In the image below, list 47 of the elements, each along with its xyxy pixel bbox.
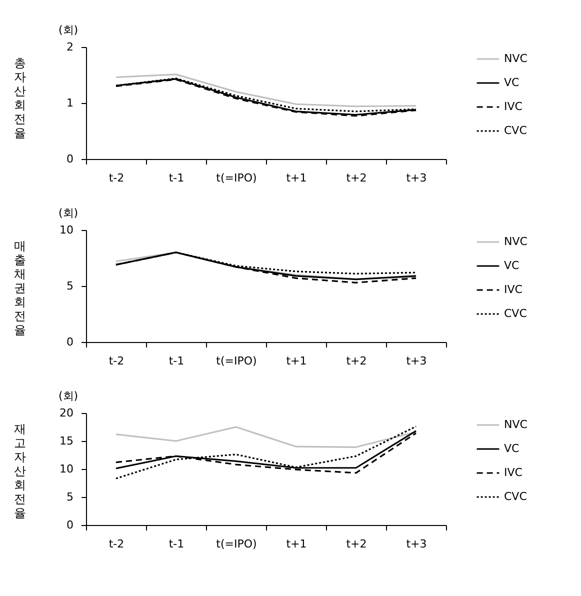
x-tick-label: t+3	[406, 172, 427, 184]
x-tick-label: t-1	[168, 172, 184, 184]
y-tick-label: 1	[66, 96, 74, 110]
x-tick-label: t-2	[108, 354, 124, 368]
text: 매출채권회전율	[14, 239, 26, 337]
x-tick-label: t+2	[346, 172, 367, 184]
y-tick-label: 2	[66, 40, 74, 54]
legend-label: NVC	[504, 418, 528, 431]
legend-label: CVC	[504, 490, 528, 503]
x-tick-label: t(=IPO)	[216, 538, 257, 550]
x-tick-label: t(=IPO)	[216, 354, 257, 368]
legend-label: VC	[504, 442, 520, 455]
x-tick-label: t+2	[346, 354, 367, 368]
y-tick-label: 5	[66, 490, 74, 504]
y-tick-label: 10	[60, 224, 74, 236]
x-tick-label: t-2	[108, 538, 124, 550]
legend-label: IVC	[504, 466, 523, 479]
y-tick-label: 5	[66, 280, 74, 292]
legend-label: IVC	[504, 100, 523, 113]
x-tick-label: t+1	[286, 354, 307, 368]
legend-label: CVC	[504, 307, 528, 320]
y-tick-label: 15	[60, 434, 74, 448]
legend-label: VC	[504, 76, 520, 89]
y-tick-label: 10	[60, 462, 74, 476]
legend-label: IVC	[504, 283, 523, 296]
y-tick-label: 0	[66, 152, 74, 166]
text: 총자산회전율	[14, 56, 26, 140]
legend-label: VC	[504, 259, 520, 272]
x-tick-label: t+1	[286, 172, 307, 184]
y-axis-title: (회)	[58, 24, 78, 36]
x-tick-label: t+1	[286, 538, 307, 550]
y-axis-title: (회)	[58, 390, 78, 402]
x-tick-label: t-2	[108, 172, 124, 184]
x-tick-label: t+3	[406, 538, 427, 550]
x-tick-label: t-1	[168, 538, 184, 550]
x-tick-label: t-1	[168, 354, 184, 368]
y-tick-label: 0	[66, 336, 74, 348]
x-tick-label: t+2	[346, 538, 367, 550]
legend-label: NVC	[504, 235, 528, 248]
text: 재고자산회전율	[14, 422, 26, 520]
y-tick-label: 0	[66, 518, 74, 532]
y-axis-title: (회)	[58, 206, 78, 220]
legend-label: CVC	[504, 124, 528, 137]
y-tick-label: 20	[60, 406, 74, 420]
x-tick-label: t+3	[406, 354, 427, 368]
legend-label: NVC	[504, 52, 528, 65]
x-tick-label: t(=IPO)	[216, 172, 257, 184]
